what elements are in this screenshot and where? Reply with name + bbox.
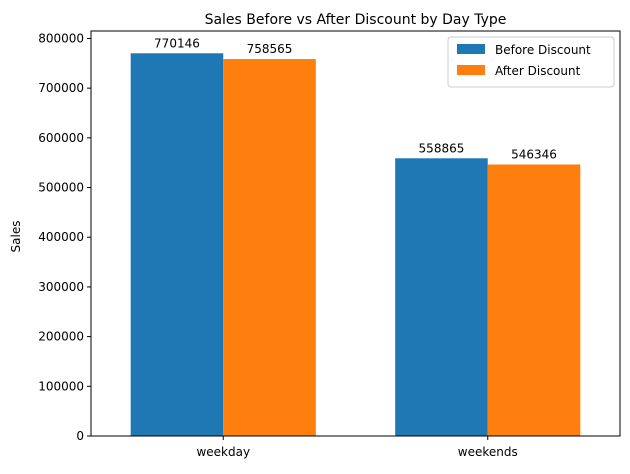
axes-layer: 0 100000 200000 300000 400000 500000 600000 700…: [38, 30, 621, 459]
x-tick-label: weekends: [458, 445, 518, 459]
y-tick-label: 300000: [38, 280, 84, 294]
x-tick-label: weekday: [196, 445, 250, 459]
bar-value-label: 770146: [154, 36, 200, 50]
chart-title: Sales Before vs After Discount by Day Ty…: [205, 12, 507, 28]
y-tick-label: 0: [76, 429, 84, 443]
bars-layer: [130, 53, 581, 437]
data-labels-layer: 770146 758565 558865 546346: [154, 36, 557, 161]
bar-weekends-before: [395, 158, 488, 437]
legend-label: After Discount: [495, 64, 581, 78]
y-tick-label: 600000: [38, 131, 84, 145]
plot-frame: [90, 30, 621, 437]
y-tick-label: 700000: [38, 81, 84, 95]
bar-weekday-after: [223, 59, 316, 437]
y-tick-label: 500000: [38, 181, 84, 195]
y-tick-label: 800000: [38, 31, 84, 45]
bar-value-label: 558865: [419, 141, 465, 155]
y-tick-label: 400000: [38, 230, 84, 244]
y-tick-label: 100000: [38, 379, 84, 393]
legend-box: [447, 36, 615, 88]
bar-weekends-after: [487, 164, 581, 436]
legend-swatch: [457, 44, 485, 54]
bar-weekday-before: [130, 53, 224, 437]
legend-label: Before Discount: [495, 43, 591, 57]
legend: Before Discount After Discount: [447, 36, 615, 88]
y-tick-label: 200000: [38, 330, 84, 344]
bar-value-label: 758565: [247, 42, 293, 56]
bar-value-label: 546346: [511, 148, 557, 162]
y-axis-label: Sales: [9, 221, 23, 253]
legend-swatch: [457, 65, 485, 75]
